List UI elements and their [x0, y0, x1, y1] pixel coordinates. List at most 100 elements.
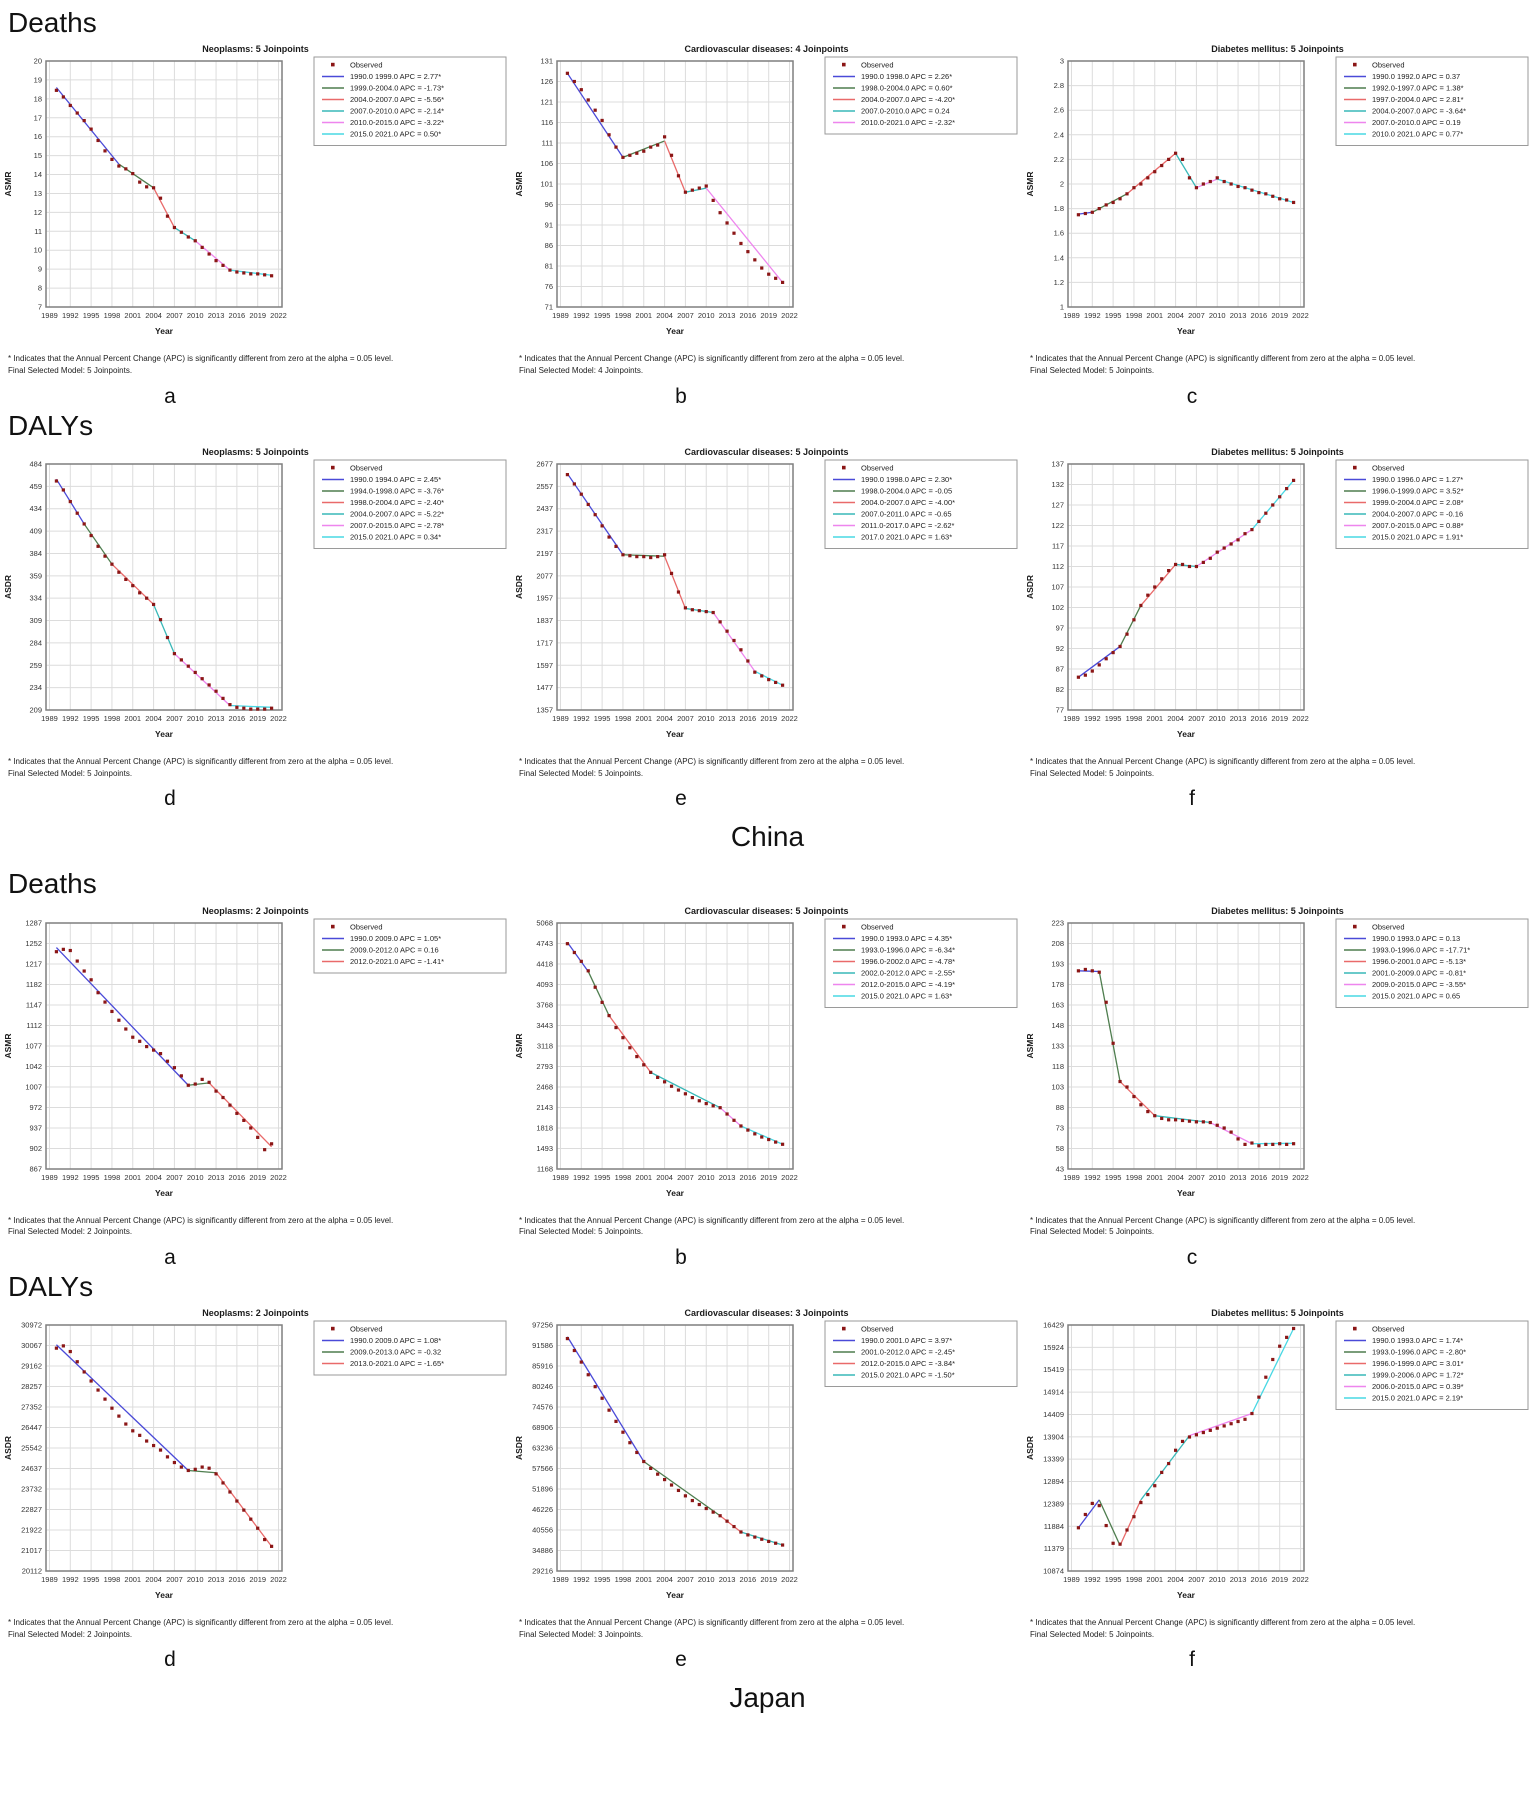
legend-label: 1990.0 1992.0 APC = 0.37 — [1372, 72, 1460, 81]
observed-points — [1077, 967, 1295, 1147]
svg-text:10874: 10874 — [1043, 1567, 1064, 1576]
legend-label: 1990.0 1996.0 APC = 1.27* — [1372, 475, 1463, 484]
svg-text:2022: 2022 — [781, 311, 798, 320]
svg-text:21922: 21922 — [21, 1526, 42, 1535]
legend-label: 1999.0-2004.0 APC = -1.73* — [350, 84, 444, 93]
svg-text:1182: 1182 — [26, 980, 42, 989]
svg-text:14: 14 — [34, 170, 42, 179]
svg-text:1998: 1998 — [104, 714, 121, 723]
svg-text:2001: 2001 — [124, 714, 141, 723]
legend-label: Observed — [350, 463, 383, 472]
svg-text:2007: 2007 — [677, 1173, 694, 1182]
japan-country-label: Japan — [0, 1682, 1535, 1714]
svg-text:2016: 2016 — [740, 1173, 757, 1182]
svg-text:20: 20 — [34, 57, 42, 66]
legend-label: 1996.0-1999.0 APC = 3.01* — [1372, 1359, 1464, 1368]
svg-text:1992: 1992 — [1084, 714, 1101, 723]
svg-text:2022: 2022 — [1292, 714, 1309, 723]
svg-text:2013: 2013 — [719, 1575, 736, 1584]
chart-title: Diabetes mellitus: 5 Joinpoints — [1211, 447, 1344, 457]
svg-text:97: 97 — [1056, 623, 1064, 632]
svg-text:4093: 4093 — [536, 980, 553, 989]
gridlines — [46, 61, 282, 307]
chart-canvas-japan-dalys-f: Diabetes mellitus: 5 Joinpoints164291592… — [1022, 1305, 1533, 1607]
svg-text:16429: 16429 — [1043, 1321, 1064, 1330]
chart-title: Diabetes mellitus: 5 Joinpoints — [1211, 44, 1344, 54]
svg-text:107: 107 — [1051, 582, 1064, 591]
svg-text:2007: 2007 — [166, 714, 183, 723]
footnote-significance: * Indicates that the Annual Percent Chan… — [1030, 1617, 1533, 1629]
svg-text:2.6: 2.6 — [1054, 106, 1064, 115]
svg-text:2007: 2007 — [1188, 714, 1205, 723]
svg-text:178: 178 — [1051, 980, 1064, 989]
chart-title: Cardiovascular diseases: 3 Joinpoints — [684, 1308, 848, 1318]
svg-text:12389: 12389 — [1043, 1500, 1064, 1509]
legend-label: 2009.0-2013.0 APC = -0.32 — [350, 1348, 441, 1357]
svg-text:15: 15 — [34, 152, 42, 161]
svg-text:902: 902 — [29, 1144, 42, 1153]
observed-marker-icon — [842, 63, 846, 67]
legend-label: 1996.0-2002.0 APC = -4.78* — [861, 957, 955, 966]
trend-segments — [1078, 480, 1293, 677]
legend-label: 1990.0 1993.0 APC = 0.13 — [1372, 934, 1460, 943]
footnote-final-model: Final Selected Model: 2 Joinpoints. — [8, 1226, 511, 1238]
svg-text:2013: 2013 — [1230, 1173, 1247, 1182]
legend-label: 2007.0-2011.0 APC = -0.65 — [861, 509, 952, 518]
trend-segments — [56, 88, 271, 276]
footnote-significance: * Indicates that the Annual Percent Chan… — [519, 1617, 1022, 1629]
svg-text:5068: 5068 — [536, 918, 553, 927]
svg-text:122: 122 — [1051, 521, 1064, 530]
footnote-final-model: Final Selected Model: 4 Joinpoints. — [519, 365, 1022, 377]
svg-text:2468: 2468 — [536, 1082, 553, 1091]
svg-text:14409: 14409 — [1043, 1410, 1064, 1419]
svg-text:68906: 68906 — [532, 1423, 553, 1432]
chart-letter-japan-deaths-c: c — [1022, 1246, 1362, 1270]
svg-text:2437: 2437 — [536, 504, 553, 513]
legend-label: 2010.0 2021.0 APC = 0.77* — [1372, 130, 1463, 139]
svg-text:2317: 2317 — [536, 527, 553, 536]
svg-text:2004: 2004 — [656, 714, 673, 723]
svg-text:1992: 1992 — [573, 1575, 590, 1584]
svg-text:1995: 1995 — [83, 1575, 100, 1584]
svg-text:2019: 2019 — [1271, 311, 1288, 320]
svg-text:102: 102 — [1051, 603, 1064, 612]
chart-canvas-china-dalys-e: Cardiovascular diseases: 5 Joinpoints267… — [511, 444, 1022, 746]
y-axis-label: ASMR — [514, 1033, 524, 1058]
svg-text:2007: 2007 — [166, 1173, 183, 1182]
svg-text:2022: 2022 — [781, 714, 798, 723]
svg-text:111: 111 — [542, 139, 553, 148]
svg-text:15924: 15924 — [1043, 1343, 1064, 1352]
svg-text:1.2: 1.2 — [1054, 278, 1064, 287]
trend-segments — [567, 74, 782, 283]
chart-letter-china-dalys-f: f — [1022, 787, 1362, 811]
footnote-final-model: Final Selected Model: 5 Joinpoints. — [1030, 1226, 1533, 1238]
svg-text:1995: 1995 — [594, 1575, 611, 1584]
svg-text:2197: 2197 — [536, 549, 553, 558]
legend-label: 1993.0-1996.0 APC = -17.71* — [1372, 945, 1470, 954]
svg-text:1597: 1597 — [536, 661, 553, 670]
legend-label: 1990.0 2009.0 APC = 1.08* — [350, 1336, 441, 1345]
svg-text:2022: 2022 — [1292, 311, 1309, 320]
svg-text:2013: 2013 — [208, 1575, 225, 1584]
svg-text:2016: 2016 — [229, 1575, 246, 1584]
legend-label: Observed — [1372, 463, 1405, 472]
svg-text:126: 126 — [540, 77, 553, 86]
svg-text:2001: 2001 — [124, 1575, 141, 1584]
y-tick-labels: 5068474344184093376834433118279324682143… — [536, 918, 553, 1173]
svg-text:2019: 2019 — [760, 311, 777, 320]
footnote-japan-dalys-d: * Indicates that the Annual Percent Chan… — [8, 1617, 511, 1640]
svg-text:17: 17 — [34, 114, 42, 123]
y-tick-labels: 1287125212171182114711121077104210079729… — [25, 918, 42, 1173]
observed-marker-icon — [331, 466, 335, 470]
svg-text:2001: 2001 — [635, 311, 652, 320]
legend-label: 2009.0-2012.0 APC = 0.16 — [350, 945, 439, 954]
svg-text:16: 16 — [34, 133, 42, 142]
svg-text:2004: 2004 — [145, 1575, 162, 1584]
svg-text:117: 117 — [1052, 541, 1064, 550]
legend-label: 2012.0-2015.0 APC = -4.19* — [861, 980, 955, 989]
svg-text:1989: 1989 — [552, 311, 569, 320]
svg-text:13904: 13904 — [1043, 1432, 1064, 1441]
